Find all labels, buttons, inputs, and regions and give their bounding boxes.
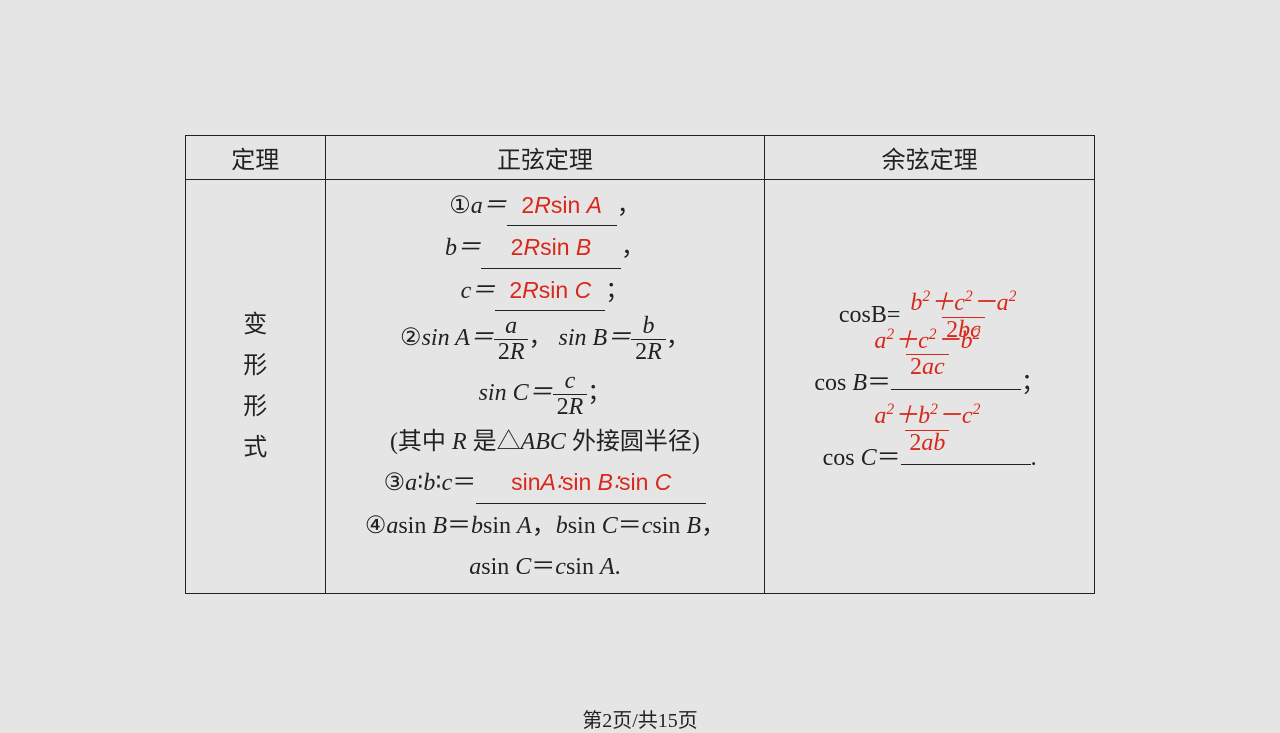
sine-line-8: asin C＝csin A. (336, 548, 755, 586)
sine-line-6: ③a∶b∶c＝sinA∶sin B∶sin C (336, 464, 755, 503)
sine-line-4: ②sin A＝a2R， sin B＝b2R， (336, 314, 755, 365)
row-label: 变 形 形 式 (186, 180, 326, 594)
cosine-cell: cosB= b2＋c2－a22bc a2＋c2－b22ac cos B＝； a2… (765, 180, 1095, 594)
hdr-cosine: 余弦定理 (765, 136, 1095, 180)
cos-line-3: a2＋b2－c22ab cos C＝. (775, 436, 1084, 482)
sine-line-3: c＝2Rsin C； (336, 272, 755, 311)
sine-note: (其中 R 是△ABC 外接圆半径) (336, 423, 755, 461)
sine-line-7: ④asin B＝bsin A，bsin C＝csin B， (336, 507, 755, 545)
sine-cell: ①a＝2Rsin A， b＝2Rsin B， c＝2Rsin C； ②sin A… (325, 180, 765, 594)
theorem-table: 定理 正弦定理 余弦定理 变 形 形 式 ①a＝2Rsin A， b＝2Rsin… (185, 135, 1095, 594)
sine-line-1: ①a＝2Rsin A， (336, 187, 755, 226)
hdr-theorem: 定理 (186, 136, 326, 180)
body-row: 变 形 形 式 ①a＝2Rsin A， b＝2Rsin B， c＝2Rsin C… (186, 180, 1095, 594)
sine-line-2: b＝2Rsin B， (336, 229, 755, 268)
sine-line-5: sin C＝c2R； (336, 369, 755, 420)
cos-line-2: a2＋c2－b22ac cos B＝； (775, 361, 1084, 407)
hdr-sine: 正弦定理 (325, 136, 765, 180)
page-number: 第2页/共15页 (582, 704, 698, 733)
header-row: 定理 正弦定理 余弦定理 (186, 136, 1095, 180)
